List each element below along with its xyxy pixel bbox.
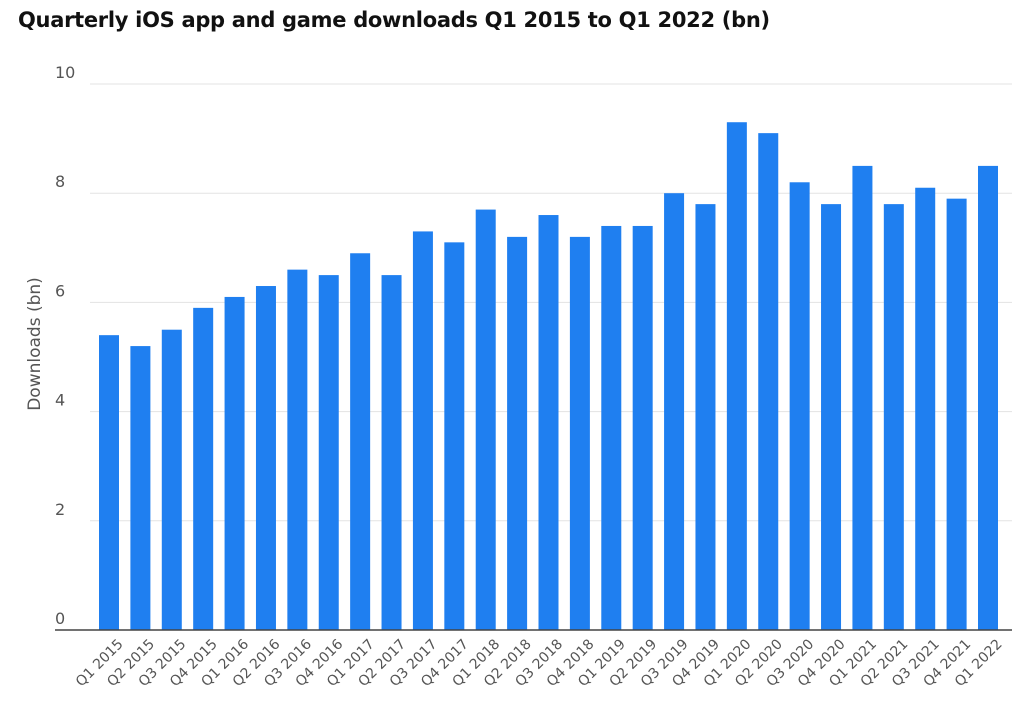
bar [978, 165, 998, 630]
y-axis-title: Downloads (bn) [25, 277, 45, 411]
bar [915, 187, 936, 631]
bar [99, 335, 119, 630]
bar [287, 269, 308, 630]
bar [255, 286, 276, 630]
y-tick-label: 0 [55, 609, 65, 628]
y-axis-ticks: 0 2 4 6 8 10 [55, 63, 75, 628]
bar [695, 204, 716, 630]
bar [161, 329, 182, 630]
bars [99, 122, 998, 631]
bar [601, 225, 622, 630]
bar [224, 296, 245, 630]
y-tick-label: 4 [55, 391, 65, 410]
chart-title: Quarterly iOS app and game downloads Q1 … [18, 8, 770, 32]
y-tick-label: 6 [55, 281, 65, 300]
bar [789, 182, 810, 630]
y-tick-label: 10 [55, 63, 75, 82]
bar [632, 225, 653, 630]
bar [758, 133, 779, 630]
y-tick-label: 8 [55, 172, 65, 191]
bar [318, 275, 339, 630]
bar [946, 198, 967, 630]
bar [569, 236, 590, 630]
bar [193, 307, 214, 630]
bar [852, 165, 873, 630]
bar [130, 346, 151, 630]
bar [507, 236, 528, 630]
bar [538, 215, 559, 631]
bar [664, 193, 685, 630]
bar [381, 275, 402, 630]
y-tick-label: 2 [55, 500, 65, 519]
bar [412, 231, 433, 631]
bar [883, 204, 904, 630]
bar [726, 122, 747, 630]
bar [821, 204, 842, 630]
bar [350, 253, 371, 630]
bar [475, 209, 496, 630]
bar [444, 242, 465, 630]
